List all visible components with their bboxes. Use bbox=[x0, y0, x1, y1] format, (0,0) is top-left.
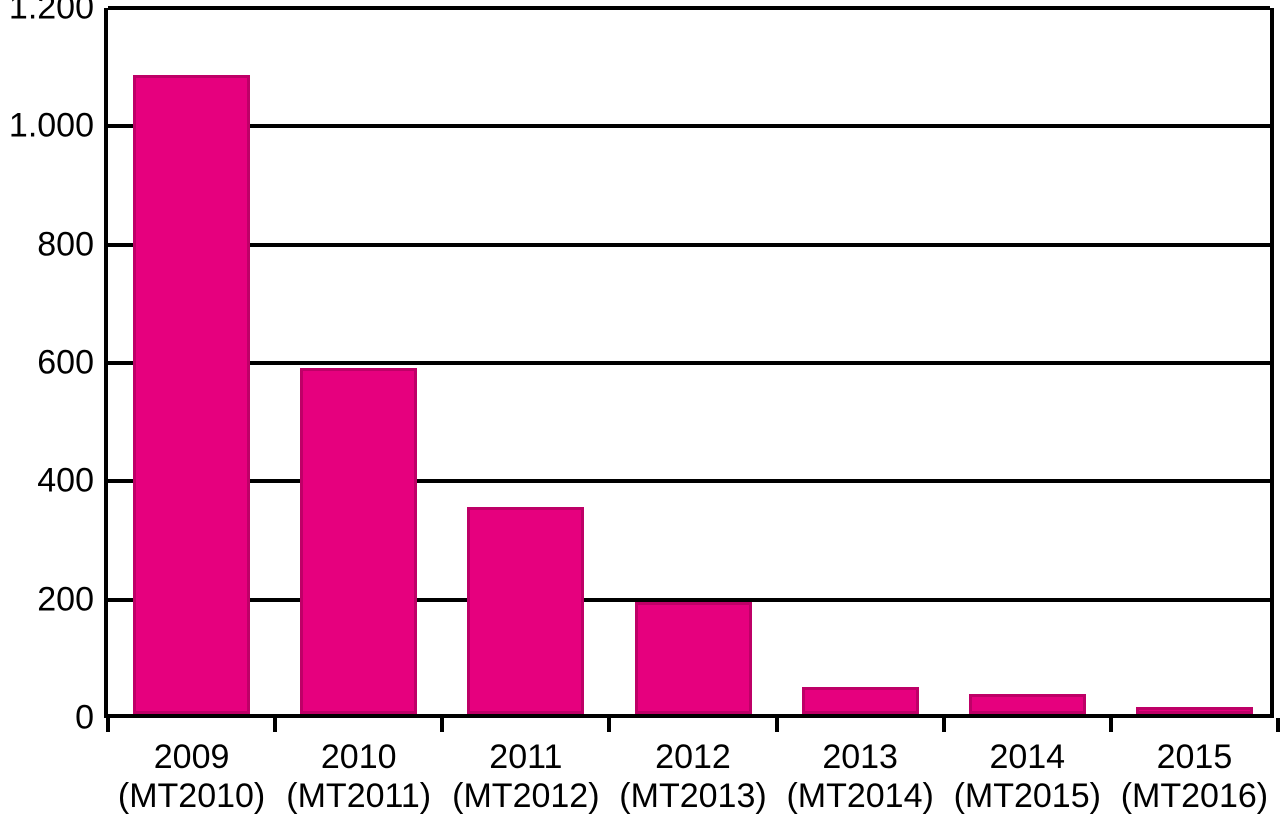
x-tick bbox=[106, 718, 110, 732]
y-tick-label: 1.200 bbox=[9, 0, 108, 28]
x-tick-label-line1: 2014 bbox=[944, 738, 1111, 777]
x-tick-label-line2: (MT2013) bbox=[609, 777, 776, 816]
x-tick-label-line1: 2009 bbox=[108, 738, 275, 777]
x-tick-label-line2: (MT2015) bbox=[944, 777, 1111, 816]
x-tick bbox=[942, 718, 946, 732]
bar bbox=[1136, 707, 1253, 714]
gridline bbox=[108, 124, 1270, 128]
bar bbox=[802, 687, 919, 714]
y-tick-label: 800 bbox=[37, 225, 108, 264]
x-tick-label: 2009(MT2010) bbox=[108, 738, 275, 816]
y-tick-label: 1.000 bbox=[9, 107, 108, 146]
y-tick-label: 200 bbox=[37, 580, 108, 619]
x-tick-label: 2012(MT2013) bbox=[609, 738, 776, 816]
x-tick bbox=[607, 718, 611, 732]
x-tick-label-line1: 2015 bbox=[1111, 738, 1278, 777]
gridline bbox=[108, 6, 1270, 10]
y-tick-label: 600 bbox=[37, 344, 108, 383]
x-tick-label-line2: (MT2016) bbox=[1111, 777, 1278, 816]
x-tick-label-line2: (MT2014) bbox=[777, 777, 944, 816]
x-tick-label: 2011(MT2012) bbox=[442, 738, 609, 816]
bar bbox=[133, 75, 250, 714]
x-tick bbox=[1109, 718, 1113, 732]
plot-area: 02004006008001.0001.2002009(MT2010)2010(… bbox=[104, 8, 1274, 718]
x-tick-label: 2013(MT2014) bbox=[777, 738, 944, 816]
x-tick-label-line1: 2010 bbox=[275, 738, 442, 777]
x-tick bbox=[775, 718, 779, 732]
bar bbox=[467, 507, 584, 714]
gridline bbox=[108, 479, 1270, 483]
gridline bbox=[108, 361, 1270, 365]
bar-chart: 02004006008001.0001.2002009(MT2010)2010(… bbox=[0, 0, 1287, 821]
bar bbox=[635, 602, 752, 714]
x-tick-label-line2: (MT2012) bbox=[442, 777, 609, 816]
x-tick-label-line1: 2011 bbox=[442, 738, 609, 777]
x-tick-label-line2: (MT2010) bbox=[108, 777, 275, 816]
x-tick-label-line2: (MT2011) bbox=[275, 777, 442, 816]
x-tick-label: 2015(MT2016) bbox=[1111, 738, 1278, 816]
x-tick-label: 2014(MT2015) bbox=[944, 738, 1111, 816]
bar bbox=[300, 368, 417, 714]
x-tick-label: 2010(MT2011) bbox=[275, 738, 442, 816]
x-tick bbox=[273, 718, 277, 732]
x-tick bbox=[1276, 718, 1280, 732]
y-tick-label: 0 bbox=[75, 699, 108, 738]
gridline bbox=[108, 243, 1270, 247]
y-tick-label: 400 bbox=[37, 462, 108, 501]
bar bbox=[969, 694, 1086, 714]
x-tick-label-line1: 2013 bbox=[777, 738, 944, 777]
x-tick-label-line1: 2012 bbox=[609, 738, 776, 777]
x-tick bbox=[440, 718, 444, 732]
